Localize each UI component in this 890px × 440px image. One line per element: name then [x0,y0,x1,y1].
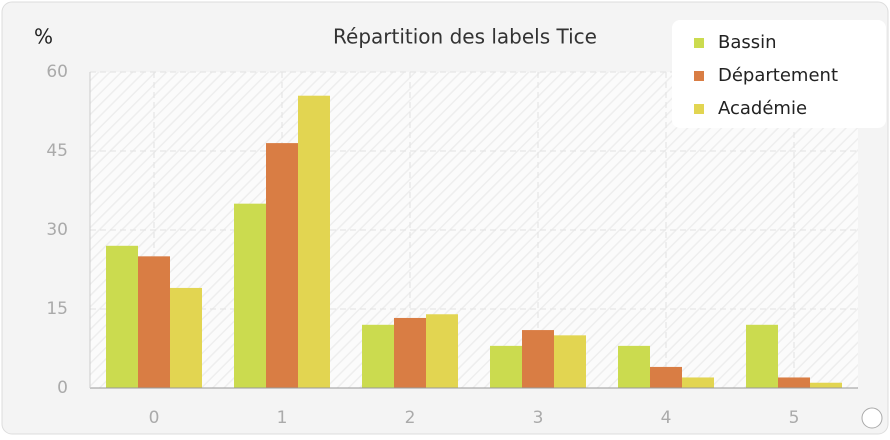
bar [618,345,650,388]
y-axis-label: % [34,25,53,49]
legend-swatch [694,38,704,48]
bar [650,366,682,388]
legend-swatch [694,71,704,81]
legend: Bassin Département Académie [694,32,838,119]
legend-label: Département [718,65,838,86]
x-tick-label: 5 [789,408,800,428]
chart-title: Répartition des labels Tice [333,25,597,49]
bar [266,143,298,388]
legend-box [672,20,886,128]
bar [810,382,842,388]
bar [170,287,202,388]
y-tick-label: 0 [57,378,68,398]
x-tick-label: 2 [405,408,416,428]
bar [778,377,810,388]
bars [106,95,842,388]
bar [682,377,714,388]
bar [394,317,426,388]
x-tick-label: 3 [533,408,544,428]
y-tick-label: 15 [46,299,68,319]
y-tick-label: 30 [46,220,68,240]
bar [554,335,586,388]
legend-label: Bassin [718,32,777,53]
bar [490,345,522,388]
x-tick-label: 1 [277,408,288,428]
bar [426,314,458,388]
x-tick-label: 0 [149,408,160,428]
bar [298,95,330,388]
bar [234,203,266,388]
x-tick-label: 4 [661,408,672,428]
legend-swatch [694,104,704,114]
legend-label: Académie [718,98,807,119]
bar [362,324,394,388]
y-tick-label: 60 [46,62,68,82]
y-tick-label: 45 [46,141,68,161]
bar [522,330,554,388]
bar [138,256,170,388]
icon [861,407,883,429]
bar [106,245,138,388]
bar [746,324,778,388]
